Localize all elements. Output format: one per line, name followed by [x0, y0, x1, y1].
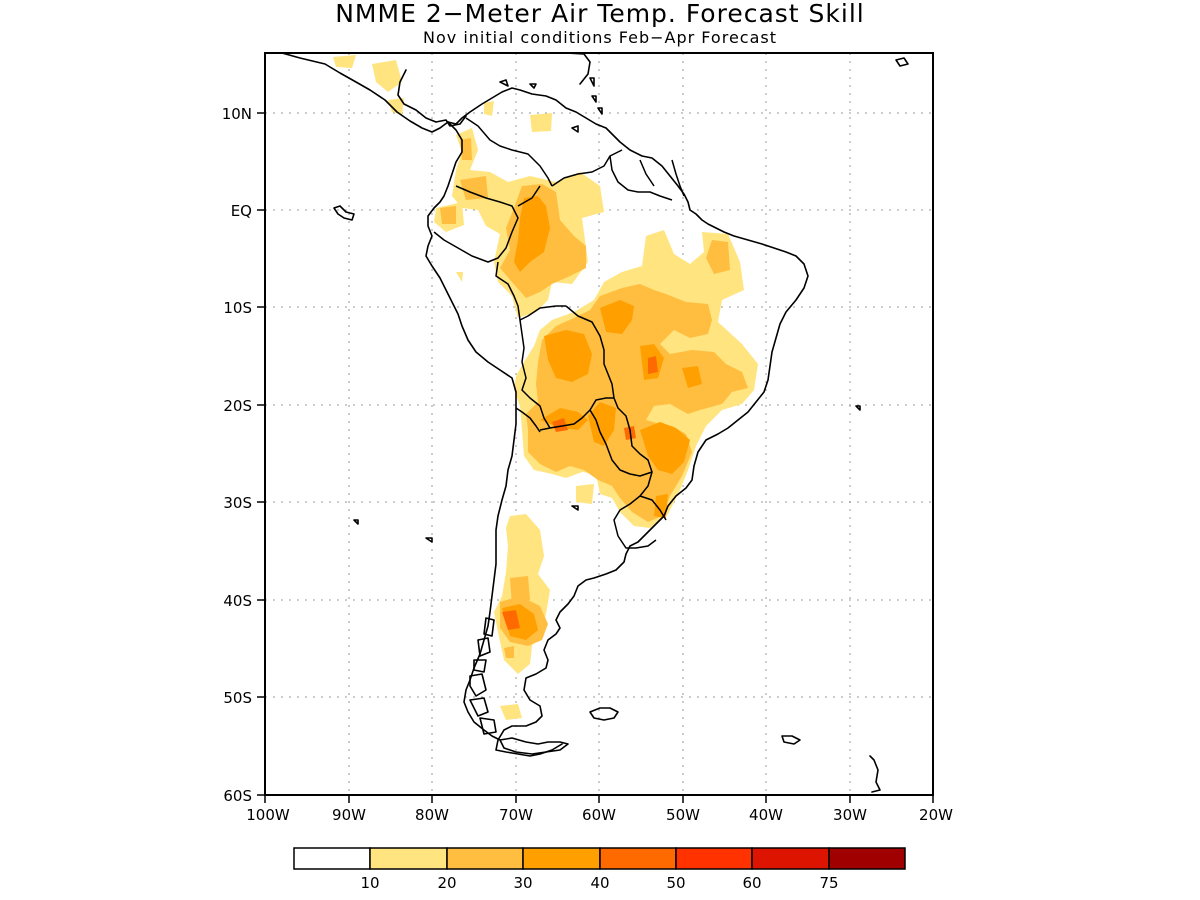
colorbar-swatch [369, 847, 448, 870]
lat-tick-label: 10N [222, 105, 252, 123]
colorbar-label: 10 [360, 874, 379, 892]
lon-tick-label: 100W [246, 806, 290, 824]
colorbar: 10 20 30 40 50 60 75 [293, 847, 906, 892]
lat-tick-label: 40S [223, 592, 252, 610]
falkland-islands [589, 707, 619, 721]
skill-contours [333, 55, 758, 720]
colorbar-label: 40 [590, 874, 609, 892]
galapagos-islands [333, 205, 355, 221]
lon-tick-label: 60W [582, 806, 616, 824]
lat-tick-label: 10S [223, 299, 252, 317]
colorbar-swatch [675, 847, 753, 870]
lon-tick-label: 40W [749, 806, 783, 824]
contour-level-30 [502, 196, 702, 640]
tick-marks [257, 112, 934, 803]
colorbar-swatch [293, 847, 371, 870]
coastlines [281, 53, 909, 793]
contour-level-40 [502, 356, 658, 630]
colorbar-swatch [828, 847, 906, 870]
country-borders [433, 117, 685, 549]
longitude-labels: 100W 90W 80W 70W 60W 50W 40W 30W 20W [246, 806, 953, 824]
lat-tick-label: 50S [223, 689, 252, 707]
map-subtitle: Nov initial conditions Feb−Apr Forecast [423, 28, 777, 47]
lon-tick-label: 30W [833, 806, 867, 824]
lat-tick-label: 60S [223, 787, 252, 805]
colorbar-swatch [599, 847, 677, 870]
central-america-coast [281, 53, 449, 133]
lon-tick-label: 80W [415, 806, 449, 824]
lon-tick-label: 90W [332, 806, 366, 824]
colorbar-label: 50 [666, 874, 685, 892]
colorbar-swatch [522, 847, 601, 870]
lon-tick-label: 70W [499, 806, 533, 824]
colorbar-swatch [751, 847, 830, 870]
colorbar-label: 30 [513, 874, 532, 892]
lat-tick-label: 30S [223, 494, 252, 512]
map-title: NMME 2−Meter Air Temp. Forecast Skill [335, 0, 865, 28]
lon-tick-label: 20W [919, 806, 953, 824]
south-america-coast [447, 87, 809, 757]
colorbar-label: 20 [437, 874, 456, 892]
colorbar-label: 75 [819, 874, 838, 892]
lat-tick-label: EQ [231, 202, 252, 220]
lat-tick-label: 20S [223, 397, 252, 415]
latitude-labels: 10N EQ 10S 20S 30S 40S 50S 60S [222, 105, 252, 805]
colorbar-label: 60 [742, 874, 761, 892]
colorbar-swatch [446, 847, 524, 870]
lon-tick-label: 50W [666, 806, 700, 824]
